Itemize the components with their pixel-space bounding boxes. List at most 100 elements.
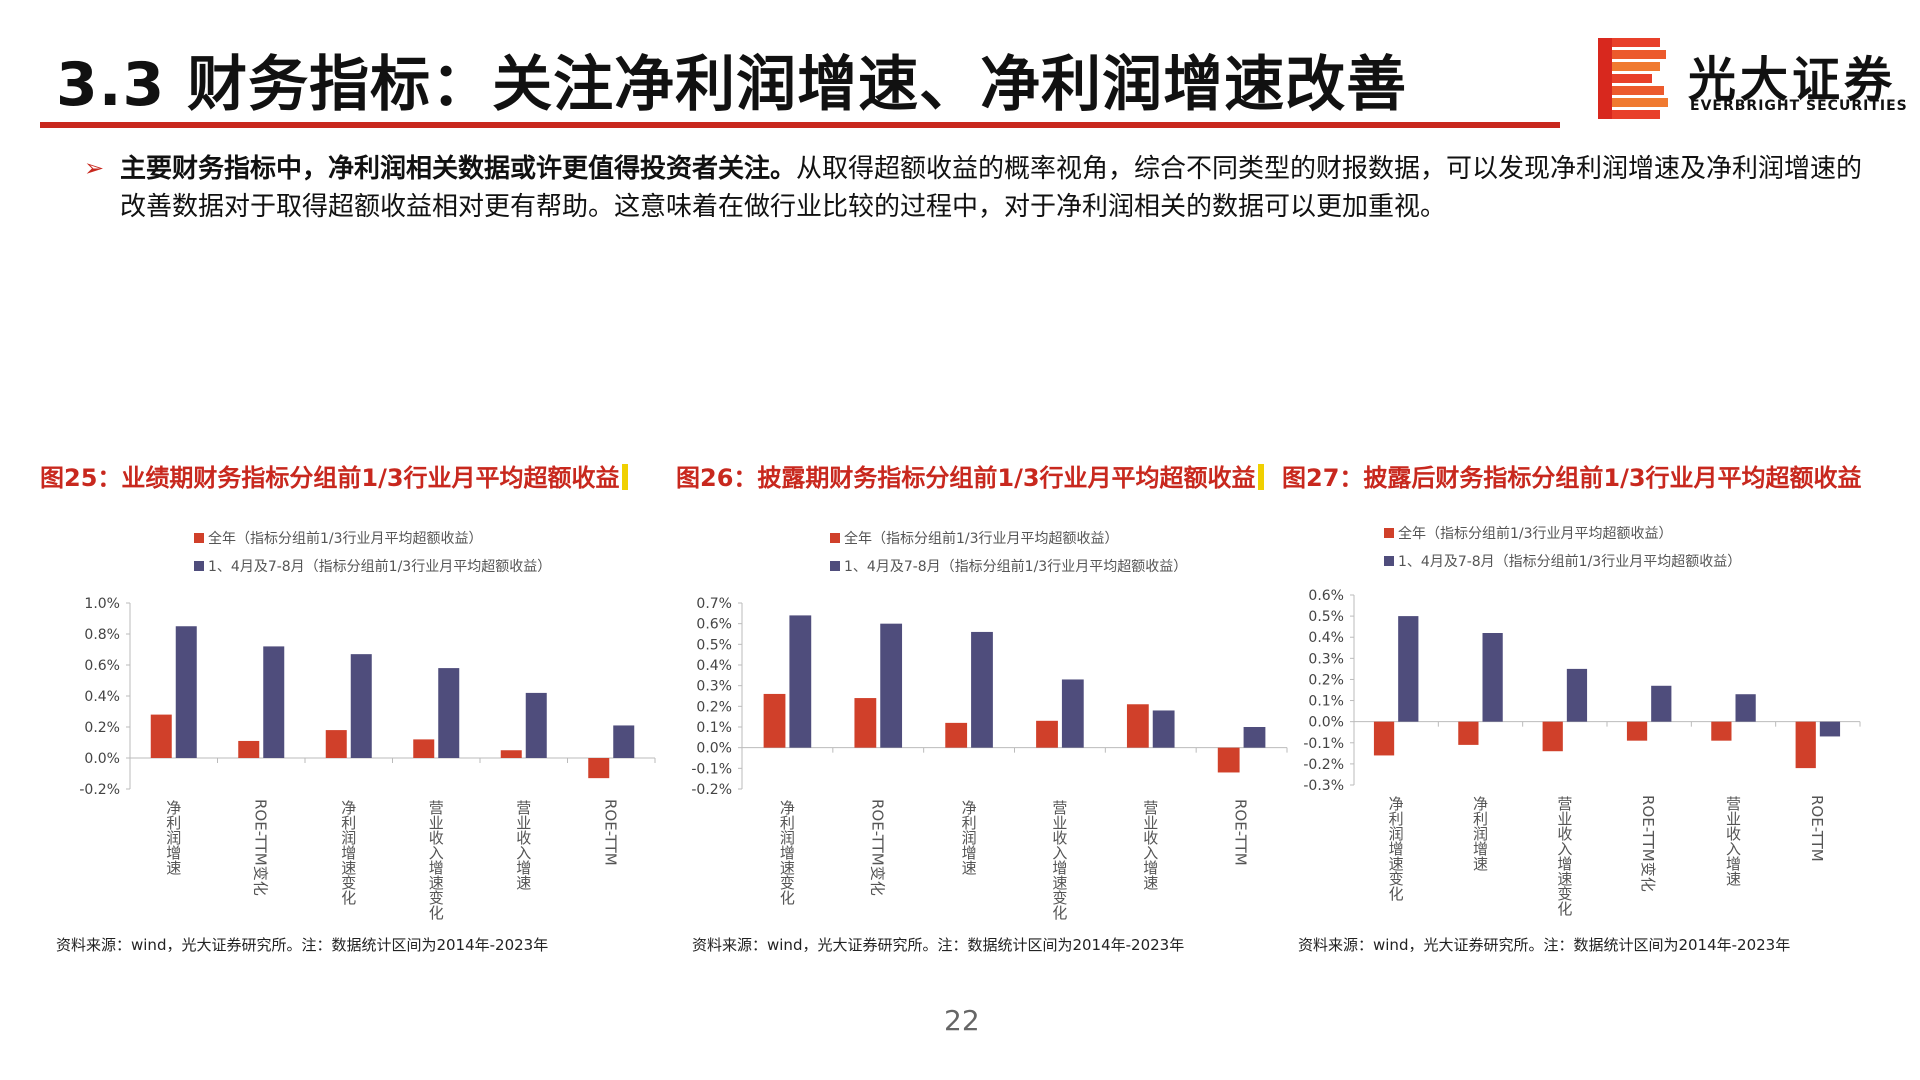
figure-25: 图25：业绩期财务指标分组前1/3行业月平均超额收益 全年（指标分组前1/3行业… (40, 448, 670, 968)
page-number: 22 (944, 1004, 980, 1037)
chart-legend: 全年（指标分组前1/3行业月平均超额收益） 1、4月及7-8月（指标分组前1/3… (1384, 523, 1741, 579)
figure-title: 图25：业绩期财务指标分组前1/3行业月平均超额收益 (40, 458, 628, 493)
x-category-label: 营业收入增速 (516, 799, 531, 892)
everbright-logo-icon (1598, 38, 1668, 119)
bar-series-1 (854, 698, 877, 748)
y-tick-label: 0.5% (696, 637, 732, 653)
figure-27: 图27：披露后财务指标分组前1/3行业月平均超额收益 全年（指标分组前1/3行业… (1282, 448, 1912, 968)
legend-item: 1、4月及7-8月（指标分组前1/3行业月平均超额收益） (830, 556, 1187, 584)
figure-source: 资料来源：wind，光大证券研究所。注：数据统计区间为2014年-2023年 (56, 936, 549, 954)
key-point-bold: 主要财务指标中，净利润相关数据或许更值得投资者关注。 (120, 154, 797, 184)
bar-series-1 (1542, 721, 1563, 752)
bar-series-1 (325, 730, 347, 758)
bar-series-2 (525, 692, 547, 758)
legend-swatch (194, 561, 204, 571)
y-tick-label: 0.8% (84, 627, 120, 643)
y-tick-label: 0.4% (696, 658, 732, 674)
bar-series-2 (880, 623, 903, 748)
bar-series-1 (150, 714, 172, 758)
chart-legend: 全年（指标分组前1/3行业月平均超额收益） 1、4月及7-8月（指标分组前1/3… (194, 528, 551, 584)
x-category-label: ROE-TTM (1808, 795, 1826, 862)
x-category-label: 营业收入增速变化 (1557, 795, 1572, 918)
y-tick-label: -0.2% (1303, 757, 1344, 773)
bar-series-2 (1152, 710, 1175, 748)
bar-series-2 (175, 626, 197, 758)
y-tick-label: 0.0% (696, 741, 732, 757)
x-category-label: ROE-TTM变化 (868, 799, 886, 896)
legend-item: 1、4月及7-8月（指标分组前1/3行业月平均超额收益） (1384, 551, 1741, 579)
page-title: 3.3 财务指标：关注净利润增速、净利润增速改善 (56, 50, 1408, 120)
x-category-label: 营业收入增速 (1143, 799, 1158, 892)
legend-label: 1、4月及7-8月（指标分组前1/3行业月平均超额收益） (844, 559, 1188, 575)
logo-chinese-name: 光大证券 (1688, 52, 1897, 108)
y-tick-label: 0.6% (696, 617, 732, 633)
chart-legend: 全年（指标分组前1/3行业月平均超额收益） 1、4月及7-8月（指标分组前1/3… (830, 528, 1187, 584)
x-category-label: 净利润增速 (962, 799, 977, 877)
legend-label: 全年（指标分组前1/3行业月平均超额收益） (844, 531, 1119, 547)
legend-swatch (194, 533, 204, 543)
y-tick-label: -0.1% (1303, 736, 1344, 752)
logo-english-name: EVERBRIGHT SECURITIES (1690, 98, 1908, 114)
bar-series-1 (1711, 721, 1732, 741)
key-point-rest: 从取得超额收益的概率视角，综合不同类型的财报数据，可以发现净利润增速及净利润增速… (120, 154, 1863, 222)
x-category-label: 营业收入增速 (1726, 795, 1741, 888)
figure-source: 资料来源：wind，光大证券研究所。注：数据统计区间为2014年-2023年 (1298, 936, 1791, 954)
figure-26: 图26：披露期财务指标分组前1/3行业月平均超额收益 全年（指标分组前1/3行业… (676, 448, 1306, 968)
bar-chart: -0.2% -0.1% 0.0% 0.1% 0.2% 0.3% 0.4% 0.5% 0.6% 0.… (691, 596, 1288, 922)
legend-item: 1、4月及7-8月（指标分组前1/3行业月平均超额收益） (194, 556, 551, 584)
legend-swatch (830, 533, 840, 543)
figure-title-text: 图26：披露期财务指标分组前1/3行业月平均超额收益 (676, 464, 1256, 492)
y-tick-label: 0.4% (84, 689, 120, 705)
x-category-label: ROE-TTM (601, 799, 619, 866)
x-category-label: ROE-TTM (1232, 799, 1250, 866)
y-tick-label: 0.4% (1308, 630, 1344, 646)
x-category-label: 营业收入增速变化 (1052, 799, 1067, 922)
x-category-label: 净利润增速变化 (780, 799, 795, 907)
y-tick-label: 1.0% (84, 596, 120, 612)
x-category-label: ROE-TTM变化 (1639, 795, 1657, 892)
legend-label: 1、4月及7-8月（指标分组前1/3行业月平均超额收益） (1398, 554, 1742, 570)
bar-series-2 (1735, 694, 1756, 722)
legend-item: 全年（指标分组前1/3行业月平均超额收益） (194, 528, 551, 556)
y-tick-label: 0.0% (1308, 715, 1344, 731)
figure-source: 资料来源：wind，光大证券研究所。注：数据统计区间为2014年-2023年 (692, 936, 1185, 954)
bar-series-2 (789, 615, 812, 748)
y-tick-label: 0.1% (696, 720, 732, 736)
y-tick-label: 0.7% (696, 596, 732, 612)
figure-title: 图27：披露后财务指标分组前1/3行业月平均超额收益 (1282, 458, 1862, 493)
bar-series-1 (1036, 720, 1058, 748)
y-tick-label: 0.1% (1308, 694, 1344, 710)
bar-series-2 (263, 646, 285, 758)
bar-series-1 (500, 750, 522, 758)
legend-label: 全年（指标分组前1/3行业月平均超额收益） (208, 531, 483, 547)
legend-swatch (1384, 556, 1394, 566)
bar-series-1 (1626, 721, 1648, 741)
highlight-mark (1257, 464, 1264, 490)
bar-series-2 (1398, 616, 1419, 722)
legend-swatch (1384, 528, 1394, 538)
x-category-label: 营业收入增速变化 (429, 799, 444, 922)
bar-series-2 (1061, 679, 1084, 748)
highlight-mark (621, 464, 628, 490)
figure-title-text: 图27：披露后财务指标分组前1/3行业月平均超额收益 (1282, 464, 1862, 492)
bar-series-1 (1373, 721, 1395, 756)
bar-chart: -0.2% 0.0% 0.2% 0.4% 0.6% 0.8% 1.0% 净利润增速 ROE-TT… (79, 596, 656, 922)
x-category-label: 净利润增速变化 (1389, 795, 1404, 903)
y-tick-label: -0.3% (1303, 778, 1344, 794)
legend-swatch (830, 561, 840, 571)
bar-series-1 (1458, 721, 1479, 745)
title-underline (40, 122, 1560, 128)
legend-label: 1、4月及7-8月（指标分组前1/3行业月平均超额收益） (208, 559, 552, 575)
bar-series-1 (1795, 721, 1816, 769)
x-category-label: 净利润增速 (166, 799, 181, 877)
y-tick-label: 0.5% (1308, 609, 1344, 625)
bullet-arrow-icon: ➢ (84, 154, 105, 182)
bar-series-1 (238, 740, 260, 758)
bar-series-1 (588, 758, 610, 779)
bar-series-1 (763, 693, 786, 748)
y-tick-label: 0.2% (1308, 672, 1344, 688)
bar-series-2 (1819, 721, 1841, 737)
y-tick-label: -0.2% (691, 782, 732, 798)
bar-series-2 (1243, 727, 1266, 748)
bar-chart: -0.3% -0.2% -0.1% 0.0% 0.1% 0.2% 0.3% 0.4% 0.5% 0… (1303, 588, 1861, 918)
